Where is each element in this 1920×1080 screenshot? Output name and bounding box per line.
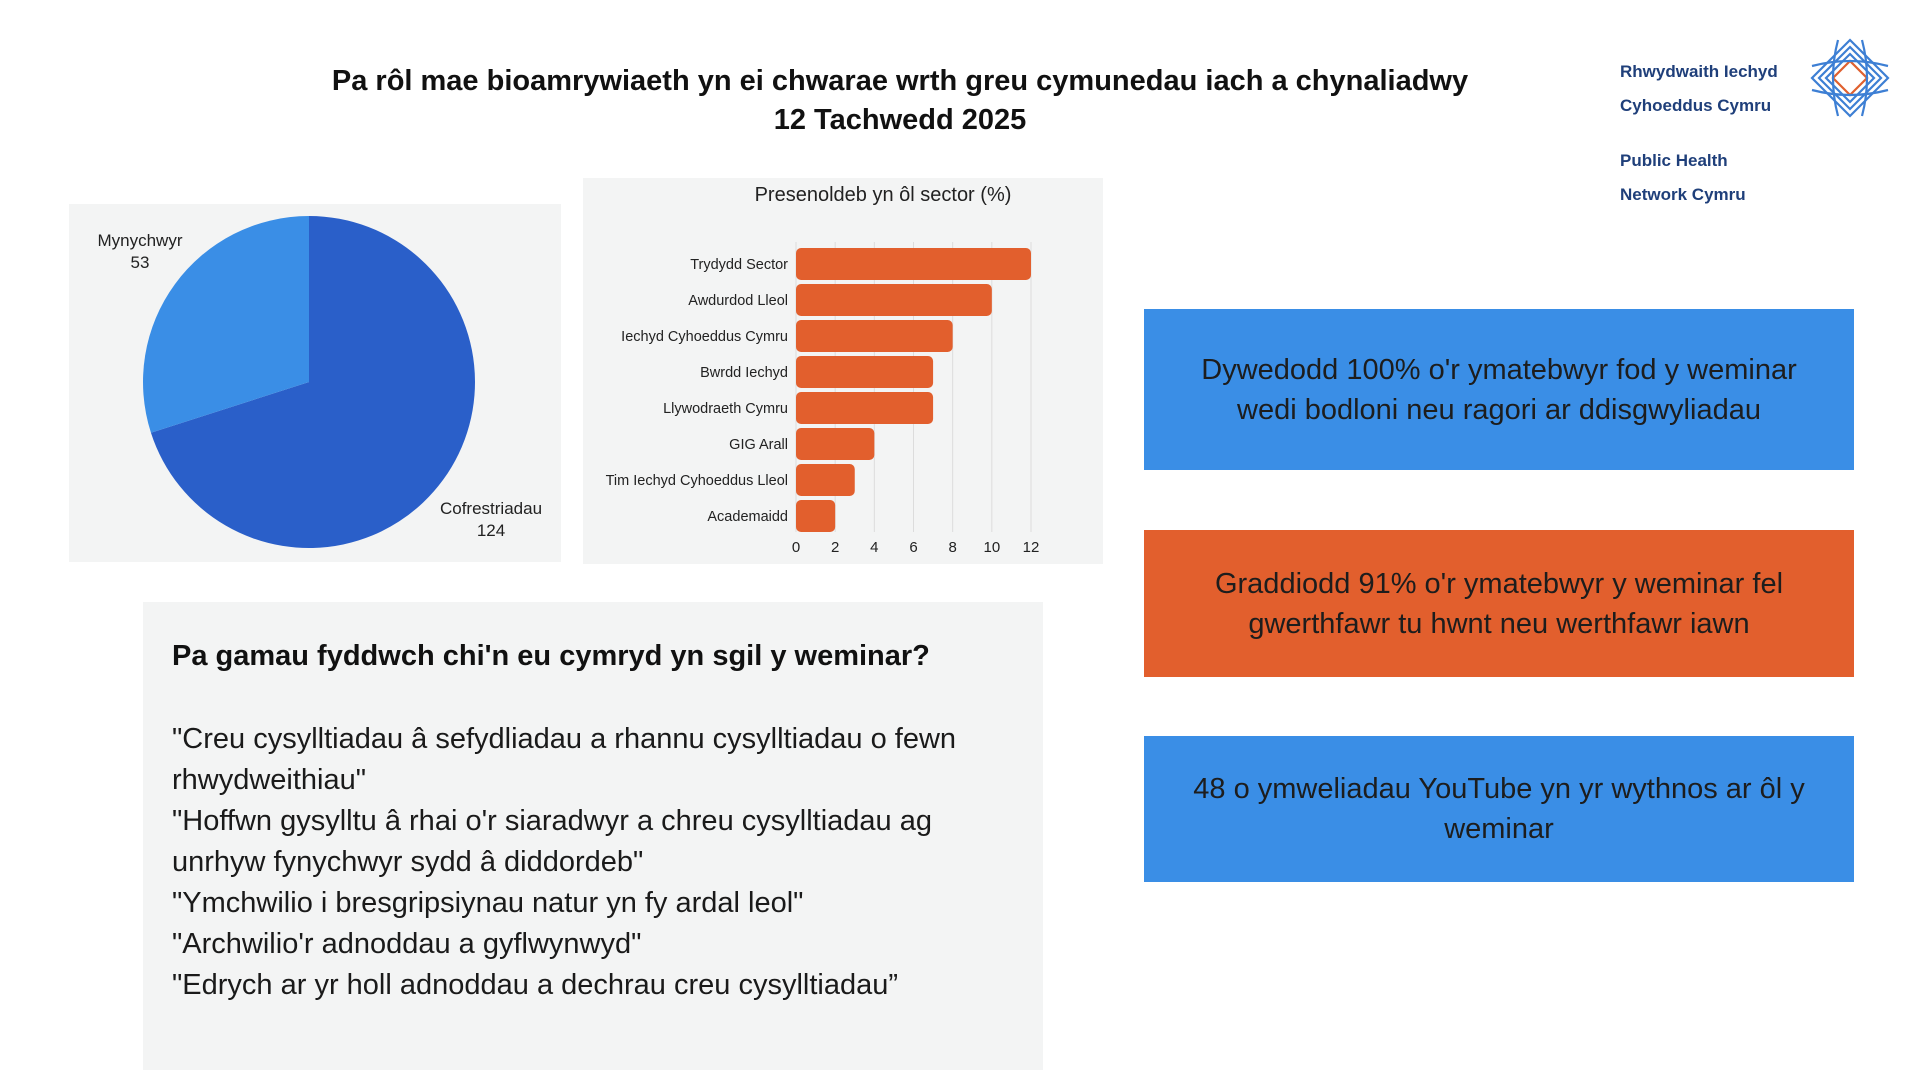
stat-box-value-rating: Graddiodd 91% o'r ymatebwyr y weminar fe… bbox=[1144, 530, 1854, 677]
category-label: GIG Arall bbox=[729, 437, 788, 453]
quote-item: "Archwilio'r adnoddau a gyflwynwyd" bbox=[172, 928, 642, 960]
x-tick-label: 8 bbox=[948, 539, 956, 556]
quote-item: "Creu cysylltiadau â sefydliadau a rhann… bbox=[172, 723, 957, 796]
x-tick-label: 10 bbox=[983, 539, 1000, 556]
stat-text-expectations: Dywedodd 100% o'r ymatebwyr fod y wemina… bbox=[1201, 353, 1797, 426]
bar bbox=[796, 356, 934, 388]
x-tick-label: 12 bbox=[1023, 539, 1040, 556]
title-line-1: Pa rôl mae bioamrywiaeth yn ei chwarae w… bbox=[331, 65, 1469, 97]
x-tick-label: 0 bbox=[792, 539, 800, 556]
x-tick-label: 2 bbox=[831, 539, 839, 556]
quotes-list: "Creu cysylltiadau â sefydliadau a rhann… bbox=[172, 719, 1032, 1006]
bar bbox=[796, 320, 953, 352]
logo-line-4: Network Cymru bbox=[1620, 185, 1746, 204]
bar bbox=[796, 500, 836, 532]
logo-line-3: Public Health bbox=[1620, 151, 1728, 170]
pie-label-attendees-name: Mynychwyr bbox=[97, 231, 183, 250]
stat-text-youtube-views: 48 o ymweliadau YouTube yn yr wythnos ar… bbox=[1193, 773, 1805, 845]
quotes-heading: Pa gamau fyddwch chi'n eu cymryd yn sgil… bbox=[172, 640, 930, 672]
category-label: Iechyd Cyhoeddus Cymru bbox=[621, 329, 788, 345]
attendance-pie-chart: Mynychwyr 53 Cofrestriadau 124 bbox=[69, 204, 561, 562]
x-tick-label: 4 bbox=[870, 539, 878, 556]
public-health-network-logo: Rhwydwaith Iechyd Cyhoeddus Cymru Public… bbox=[1620, 36, 1890, 203]
stat-box-youtube-views: 48 o ymweliadau YouTube yn yr wythnos ar… bbox=[1144, 736, 1854, 882]
bar-chart-title: Presenoldeb yn ôl sector (%) bbox=[754, 184, 1012, 206]
pie-label-registrations-value: 124 bbox=[476, 521, 506, 540]
category-label: Trydydd Sector bbox=[690, 257, 788, 273]
category-label: Bwrdd Iechyd bbox=[700, 365, 788, 381]
bar bbox=[796, 392, 934, 424]
bar bbox=[796, 284, 992, 316]
category-label: Academaidd bbox=[707, 509, 788, 525]
quote-item: "Hoffwn gysylltu â rhai o'r siaradwyr a … bbox=[172, 805, 932, 878]
category-label: Tim Iechyd Cyhoeddus Lleol bbox=[606, 473, 788, 489]
bar-chart-svg: 0 2 4 6 8 10 12 Trydydd Sector Awdurdod Lleol Iec… bbox=[606, 242, 1040, 556]
logo-mark-icon bbox=[1810, 38, 1890, 118]
quote-item: "Ymchwilio i bresgripsiynau natur yn fy … bbox=[172, 887, 804, 919]
category-label: Awdurdod Lleol bbox=[688, 293, 788, 309]
pie-chart-svg bbox=[143, 215, 475, 548]
pie-label-registrations: Cofrestriadau 124 bbox=[426, 498, 556, 542]
pie-label-attendees-value: 53 bbox=[130, 253, 150, 272]
pie-label-registrations-name: Cofrestriadau bbox=[439, 499, 543, 518]
actions-quotes-panel: Pa gamau fyddwch chi'n eu cymryd yn sgil… bbox=[143, 602, 1043, 1070]
logo-line-2: Cyhoeddus Cymru bbox=[1620, 96, 1772, 115]
bar bbox=[796, 248, 1031, 280]
pie-slice-cofrestriadau bbox=[150, 216, 475, 548]
logo-text: Rhwydwaith Iechyd Cyhoeddus Cymru Public… bbox=[1620, 46, 1778, 220]
x-tick-label: 6 bbox=[909, 539, 917, 556]
sector-bar-chart: Presenoldeb yn ôl sector (%) 0 2 4 6 8 10 12 Tr… bbox=[583, 178, 1103, 564]
stat-box-expectations: Dywedodd 100% o'r ymatebwyr fod y wemina… bbox=[1144, 309, 1854, 470]
logo-line-1: Rhwydwaith Iechyd bbox=[1620, 62, 1778, 81]
stat-text-value-rating: Graddiodd 91% o'r ymatebwyr y weminar fe… bbox=[1214, 567, 1784, 640]
category-label: Llywodraeth Cymru bbox=[663, 401, 788, 417]
bar bbox=[796, 428, 875, 460]
quote-item: "Edrych ar yr holl adnoddau a dechrau cr… bbox=[172, 969, 899, 1001]
title-line-2: 12 Tachwedd 2025 bbox=[773, 104, 1027, 136]
bar bbox=[796, 464, 855, 496]
pie-slice-mynychwyr bbox=[143, 215, 309, 433]
page-title: Pa rôl mae bioamrywiaeth yn ei chwarae w… bbox=[300, 62, 1500, 140]
pie-label-attendees: Mynychwyr 53 bbox=[75, 230, 205, 274]
